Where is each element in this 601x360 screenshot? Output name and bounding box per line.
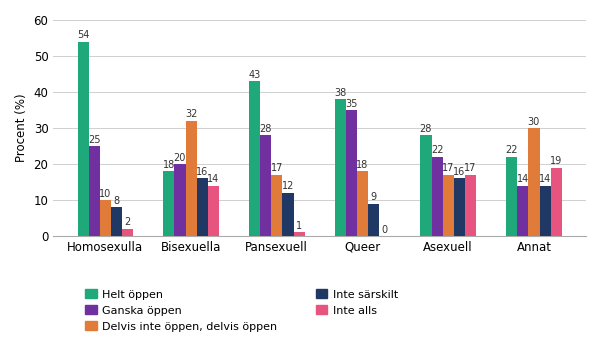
Text: 54: 54 bbox=[77, 30, 90, 40]
Bar bbox=[443, 175, 454, 236]
Bar bbox=[293, 233, 305, 236]
Bar bbox=[89, 146, 100, 236]
Text: 28: 28 bbox=[419, 124, 432, 134]
Text: 18: 18 bbox=[356, 160, 368, 170]
Bar bbox=[208, 186, 219, 236]
Text: 17: 17 bbox=[465, 163, 477, 174]
Bar bbox=[454, 179, 465, 236]
Text: 16: 16 bbox=[196, 167, 209, 177]
Text: 35: 35 bbox=[345, 99, 358, 109]
Bar bbox=[271, 175, 282, 236]
Text: 38: 38 bbox=[334, 88, 346, 98]
Text: 10: 10 bbox=[99, 189, 112, 199]
Text: 14: 14 bbox=[207, 174, 219, 184]
Bar bbox=[78, 42, 89, 236]
Text: 20: 20 bbox=[174, 153, 186, 163]
Bar bbox=[465, 175, 476, 236]
Bar bbox=[551, 168, 562, 236]
Text: 14: 14 bbox=[517, 174, 529, 184]
Bar bbox=[517, 186, 528, 236]
Bar bbox=[357, 171, 368, 236]
Bar bbox=[335, 99, 346, 236]
Bar bbox=[420, 135, 432, 236]
Text: 25: 25 bbox=[88, 135, 100, 145]
Bar bbox=[163, 171, 174, 236]
Text: 8: 8 bbox=[114, 196, 120, 206]
Bar bbox=[122, 229, 133, 236]
Bar bbox=[249, 81, 260, 236]
Text: 14: 14 bbox=[539, 174, 551, 184]
Text: 43: 43 bbox=[248, 70, 261, 80]
Text: 30: 30 bbox=[528, 117, 540, 127]
Bar bbox=[368, 204, 379, 236]
Text: 22: 22 bbox=[431, 145, 444, 156]
Text: 16: 16 bbox=[453, 167, 466, 177]
Bar bbox=[432, 157, 443, 236]
Bar bbox=[186, 121, 197, 236]
Bar bbox=[346, 110, 357, 236]
Bar bbox=[506, 157, 517, 236]
Bar bbox=[282, 193, 293, 236]
Bar bbox=[174, 164, 186, 236]
Text: 1: 1 bbox=[296, 221, 302, 231]
Legend: Helt öppen, Ganska öppen, Delvis inte öppen, delvis öppen, Inte särskilt, Inte a: Helt öppen, Ganska öppen, Delvis inte öp… bbox=[85, 289, 398, 332]
Bar bbox=[540, 186, 551, 236]
Text: 22: 22 bbox=[505, 145, 518, 156]
Bar bbox=[260, 135, 271, 236]
Bar bbox=[111, 207, 122, 236]
Text: 2: 2 bbox=[124, 217, 131, 228]
Text: 17: 17 bbox=[270, 163, 283, 174]
Text: 32: 32 bbox=[185, 109, 197, 120]
Bar bbox=[100, 200, 111, 236]
Text: 9: 9 bbox=[371, 192, 377, 202]
Text: 28: 28 bbox=[260, 124, 272, 134]
Bar bbox=[528, 128, 540, 236]
Y-axis label: Procent (%): Procent (%) bbox=[15, 94, 28, 162]
Text: 18: 18 bbox=[163, 160, 175, 170]
Text: 17: 17 bbox=[442, 163, 454, 174]
Text: 12: 12 bbox=[282, 181, 294, 192]
Bar bbox=[197, 179, 208, 236]
Text: 0: 0 bbox=[382, 225, 388, 235]
Text: 19: 19 bbox=[550, 156, 563, 166]
